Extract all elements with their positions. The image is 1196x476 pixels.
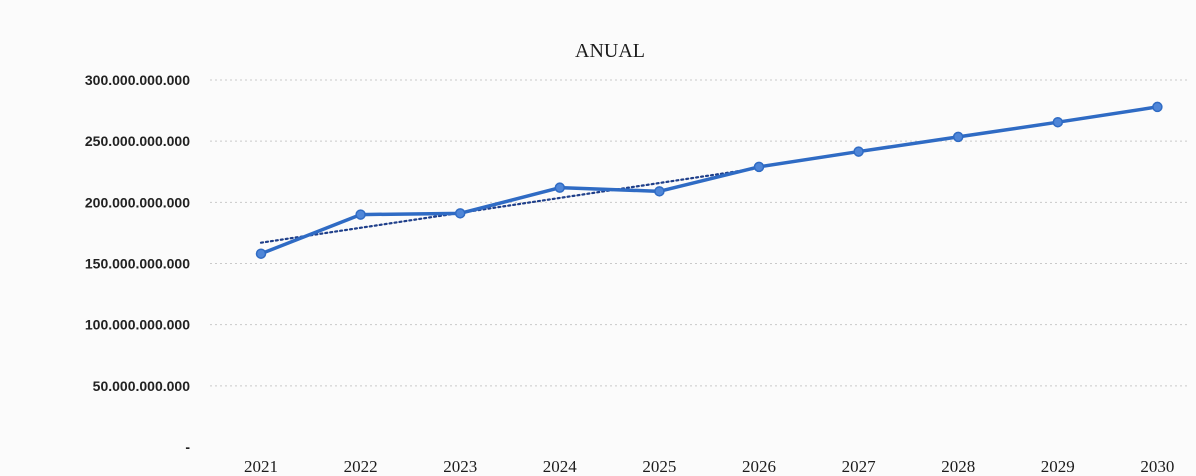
x-tick-label: 2026 <box>742 457 776 476</box>
y-tick-label: 50.000.000.000 <box>93 378 191 394</box>
x-tick-label: 2024 <box>543 457 578 476</box>
y-tick-label: 200.000.000.000 <box>85 194 190 210</box>
x-tick-label: 2025 <box>642 457 676 476</box>
y-tick-label: 100.000.000.000 <box>85 317 190 333</box>
y-tick-label: 250.000.000.000 <box>85 133 190 149</box>
x-tick-label: 2028 <box>941 457 975 476</box>
data-point <box>454 208 466 219</box>
x-tick-label: 2021 <box>244 457 278 476</box>
data-point <box>952 131 964 143</box>
data-point <box>1052 116 1064 128</box>
x-tick-label: 2022 <box>344 457 378 476</box>
data-point <box>1152 101 1163 113</box>
x-tick-label: 2030 <box>1140 457 1174 476</box>
data-point <box>255 248 267 259</box>
trendline <box>259 166 761 244</box>
series-line <box>259 105 1160 256</box>
x-tick-label: 2029 <box>1041 457 1075 476</box>
data-point <box>654 186 665 197</box>
gridlines <box>210 79 1190 387</box>
y-tick-label: 300.000.000.000 <box>85 72 190 88</box>
data-point <box>355 209 366 220</box>
y-axis-ticks: - 50.000.000.000 100.000.000.000 150.000.00… <box>85 72 190 455</box>
data-point <box>753 161 765 173</box>
data-point <box>853 146 864 157</box>
y-tick-label: - <box>185 439 190 455</box>
data-point <box>554 182 566 193</box>
x-tick-label: 2023 <box>443 457 477 476</box>
x-tick-label: 2027 <box>842 457 877 476</box>
chart-title: ANUAL <box>575 40 645 62</box>
x-axis-ticks: 2021 2022 2023 2024 2025 2026 2027 2028 2029 2030 <box>244 457 1174 476</box>
y-tick-label: 150.000.000.000 <box>85 256 190 272</box>
trendline-layer <box>259 166 761 244</box>
series-layer <box>255 101 1163 259</box>
